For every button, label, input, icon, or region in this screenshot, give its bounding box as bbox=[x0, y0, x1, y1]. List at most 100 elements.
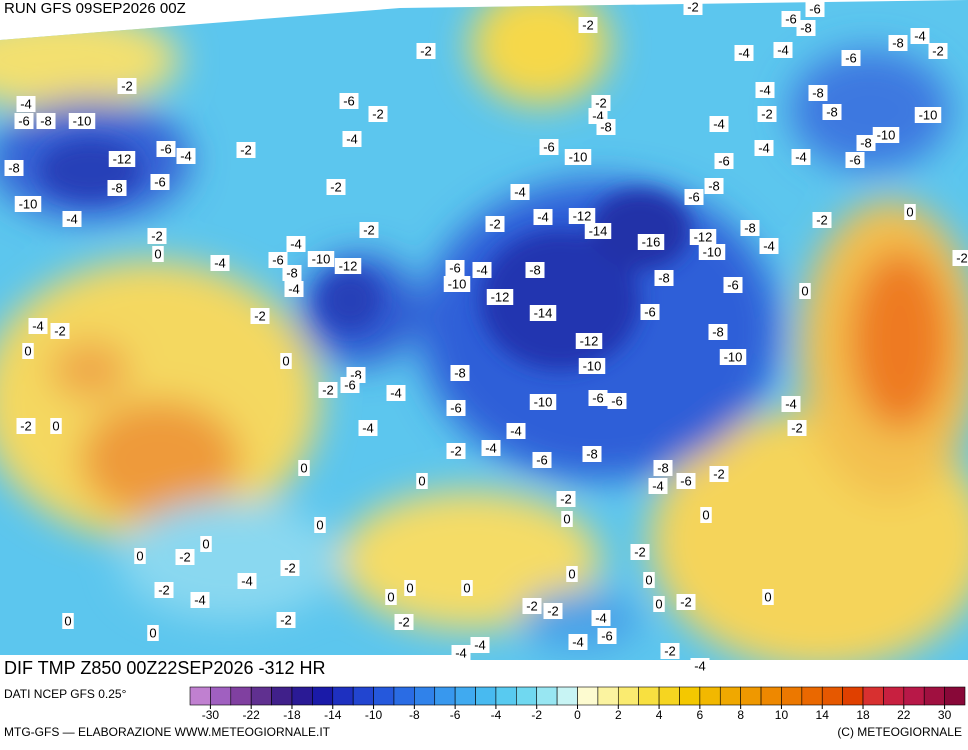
colorbar-swatch bbox=[863, 687, 883, 705]
colorbar-tick-label: 30 bbox=[938, 708, 952, 722]
colorbar-swatch bbox=[394, 687, 414, 705]
colorbar-swatch bbox=[374, 687, 394, 705]
contour-label: -6 bbox=[450, 400, 462, 415]
contour-label: -8 bbox=[529, 262, 541, 277]
colorbar-tick-label: 14 bbox=[816, 708, 830, 722]
contour-label: -4 bbox=[738, 45, 750, 60]
map-title: DIF TMP Z850 00Z22SEP2026 -312 HR bbox=[4, 658, 326, 678]
contour-label: -6 bbox=[785, 11, 797, 26]
colorbar-tick-label: 10 bbox=[775, 708, 789, 722]
colorbar-swatch bbox=[822, 687, 842, 705]
colorbar-swatch bbox=[945, 687, 965, 705]
contour-label: -10 bbox=[448, 276, 467, 291]
contour-label: -8 bbox=[812, 85, 824, 100]
colorbar-tick-label: 6 bbox=[697, 708, 704, 722]
colorbar-tick-label: -18 bbox=[283, 708, 301, 722]
contour-label: -6 bbox=[845, 50, 857, 65]
contour-label: -2 bbox=[680, 594, 692, 609]
colorbar-swatch bbox=[435, 687, 455, 705]
contour-label: -4 bbox=[914, 28, 926, 43]
contour-label: -10 bbox=[19, 196, 38, 211]
contour-label: -4 bbox=[595, 610, 607, 625]
contour-label: -4 bbox=[795, 149, 807, 164]
contour-label: -8 bbox=[8, 160, 20, 175]
contour-label: -10 bbox=[877, 127, 896, 142]
colorbar-tick-label: 2 bbox=[615, 708, 622, 722]
colorbar-swatch bbox=[496, 687, 516, 705]
contour-label: -4 bbox=[194, 592, 206, 607]
contour-label: 0 bbox=[463, 580, 470, 595]
contour-label: 0 bbox=[52, 418, 59, 433]
contour-label: -2 bbox=[713, 466, 725, 481]
contour-label: -2 bbox=[363, 222, 375, 237]
contour-label: -6 bbox=[272, 252, 284, 267]
contour-label: -4 bbox=[763, 238, 775, 253]
run-header: RUN GFS 09SEP2026 00Z bbox=[4, 0, 186, 17]
contour-label: -6 bbox=[688, 189, 700, 204]
colorbar-tick-label: -14 bbox=[324, 708, 342, 722]
contour-label: -10 bbox=[534, 394, 553, 409]
contour-label: -2 bbox=[158, 582, 170, 597]
contour-label: -6 bbox=[343, 93, 355, 108]
contour-label: -6 bbox=[536, 452, 548, 467]
contour-label: -4 bbox=[390, 385, 402, 400]
colorbar-tick-label: -8 bbox=[409, 708, 420, 722]
colorbar-swatch bbox=[231, 687, 251, 705]
contour-label: -2 bbox=[582, 17, 594, 32]
contour-label: -2 bbox=[372, 106, 384, 121]
contour-label: -8 bbox=[657, 460, 669, 475]
contour-label: -2 bbox=[322, 382, 334, 397]
colorbar-swatch bbox=[516, 687, 536, 705]
contour-label: -6 bbox=[680, 473, 692, 488]
contour-label: -6 bbox=[543, 139, 555, 154]
contour-label: -8 bbox=[111, 180, 123, 195]
contour-label: -2 bbox=[687, 0, 699, 14]
contour-label: -8 bbox=[826, 104, 838, 119]
contour-label: -4 bbox=[759, 82, 771, 97]
contour-label: -2 bbox=[816, 212, 828, 227]
colorbar-swatch bbox=[904, 687, 924, 705]
data-source: DATI NCEP GFS 0.25° bbox=[4, 687, 127, 701]
contour-label: 0 bbox=[906, 204, 913, 219]
colorbar-swatch bbox=[679, 687, 699, 705]
contour-label: -2 bbox=[121, 78, 133, 93]
contour-label: -2 bbox=[664, 643, 676, 658]
contour-label: -2 bbox=[956, 250, 968, 265]
contour-label: -8 bbox=[658, 270, 670, 285]
contour-label: -4 bbox=[652, 478, 664, 493]
contour-label: -2 bbox=[791, 420, 803, 435]
contour-label: -4 bbox=[510, 423, 522, 438]
contour-label: 0 bbox=[64, 613, 71, 628]
contour-label: 0 bbox=[418, 473, 425, 488]
colorbar-tick-label: -4 bbox=[491, 708, 502, 722]
colorbar-tick-label: -2 bbox=[531, 708, 542, 722]
contour-label: -4 bbox=[346, 131, 358, 146]
colorbar-tick-label: 22 bbox=[897, 708, 911, 722]
contour-label: -10 bbox=[73, 113, 92, 128]
colorbar-tick-label: 18 bbox=[856, 708, 870, 722]
contour-label: -2 bbox=[420, 43, 432, 58]
colorbar-swatch bbox=[537, 687, 557, 705]
contour-label: -8 bbox=[744, 220, 756, 235]
contour-label: -2 bbox=[54, 323, 66, 338]
contour-label: -10 bbox=[583, 358, 602, 373]
contour-label: -2 bbox=[761, 106, 773, 121]
colorbar-tick-label: -30 bbox=[202, 708, 220, 722]
contour-label: -10 bbox=[312, 251, 331, 266]
contour-label: 0 bbox=[149, 625, 156, 640]
contour-label: -4 bbox=[713, 116, 725, 131]
contour-label: -6 bbox=[154, 174, 166, 189]
contour-label: 0 bbox=[316, 517, 323, 532]
contour-label: -6 bbox=[849, 152, 861, 167]
contour-label: -8 bbox=[708, 178, 720, 193]
contour-label: -12 bbox=[694, 229, 713, 244]
contour-label: -4 bbox=[290, 236, 302, 251]
contour-label: 0 bbox=[282, 353, 289, 368]
contour-label: -6 bbox=[449, 260, 461, 275]
contour-label: 0 bbox=[406, 580, 413, 595]
contour-label: 0 bbox=[645, 572, 652, 587]
contour-label: -8 bbox=[586, 446, 598, 461]
contour-label: -8 bbox=[40, 113, 52, 128]
contour-label: 0 bbox=[702, 507, 709, 522]
